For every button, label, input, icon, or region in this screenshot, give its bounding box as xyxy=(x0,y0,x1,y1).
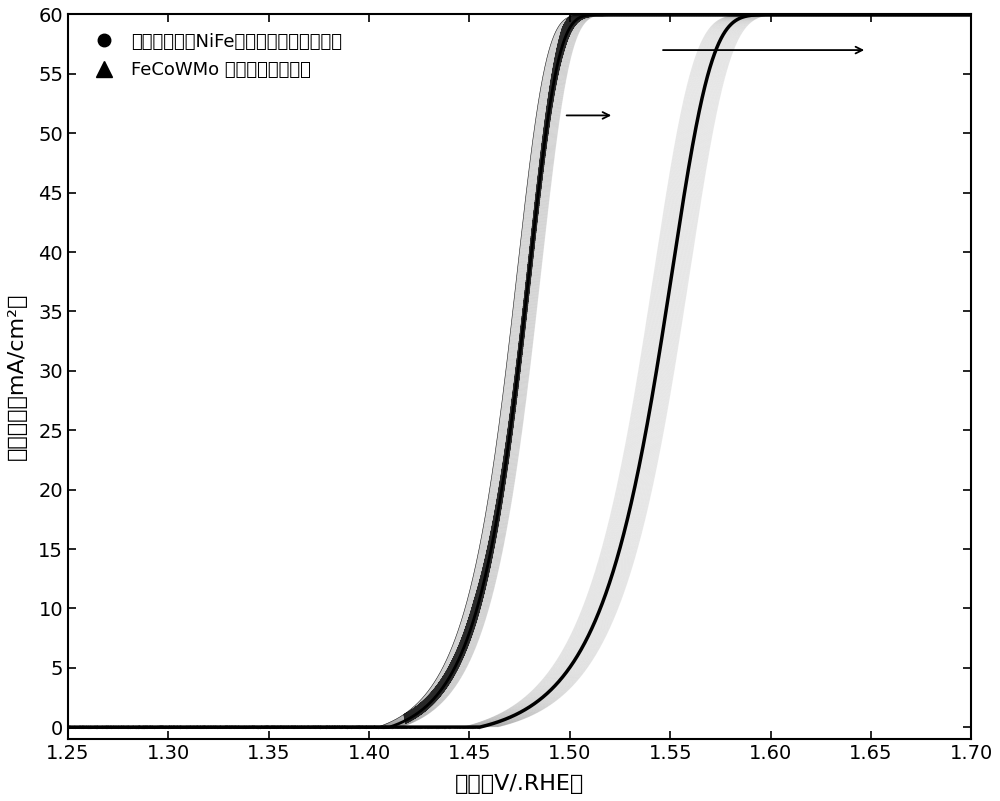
Y-axis label: 电流密度（mA/cm²）: 电流密度（mA/cm²） xyxy=(7,293,27,461)
Legend: 现有技术中的NiFe混合羟基氧化物弧化剂, FeCoWMo 羟基氧化物弧化剂: 现有技术中的NiFe混合羟基氧化物弧化剂, FeCoWMo 羟基氧化物弧化剂 xyxy=(77,23,351,88)
X-axis label: 电压（V/.RHE）: 电压（V/.RHE） xyxy=(455,774,584,794)
